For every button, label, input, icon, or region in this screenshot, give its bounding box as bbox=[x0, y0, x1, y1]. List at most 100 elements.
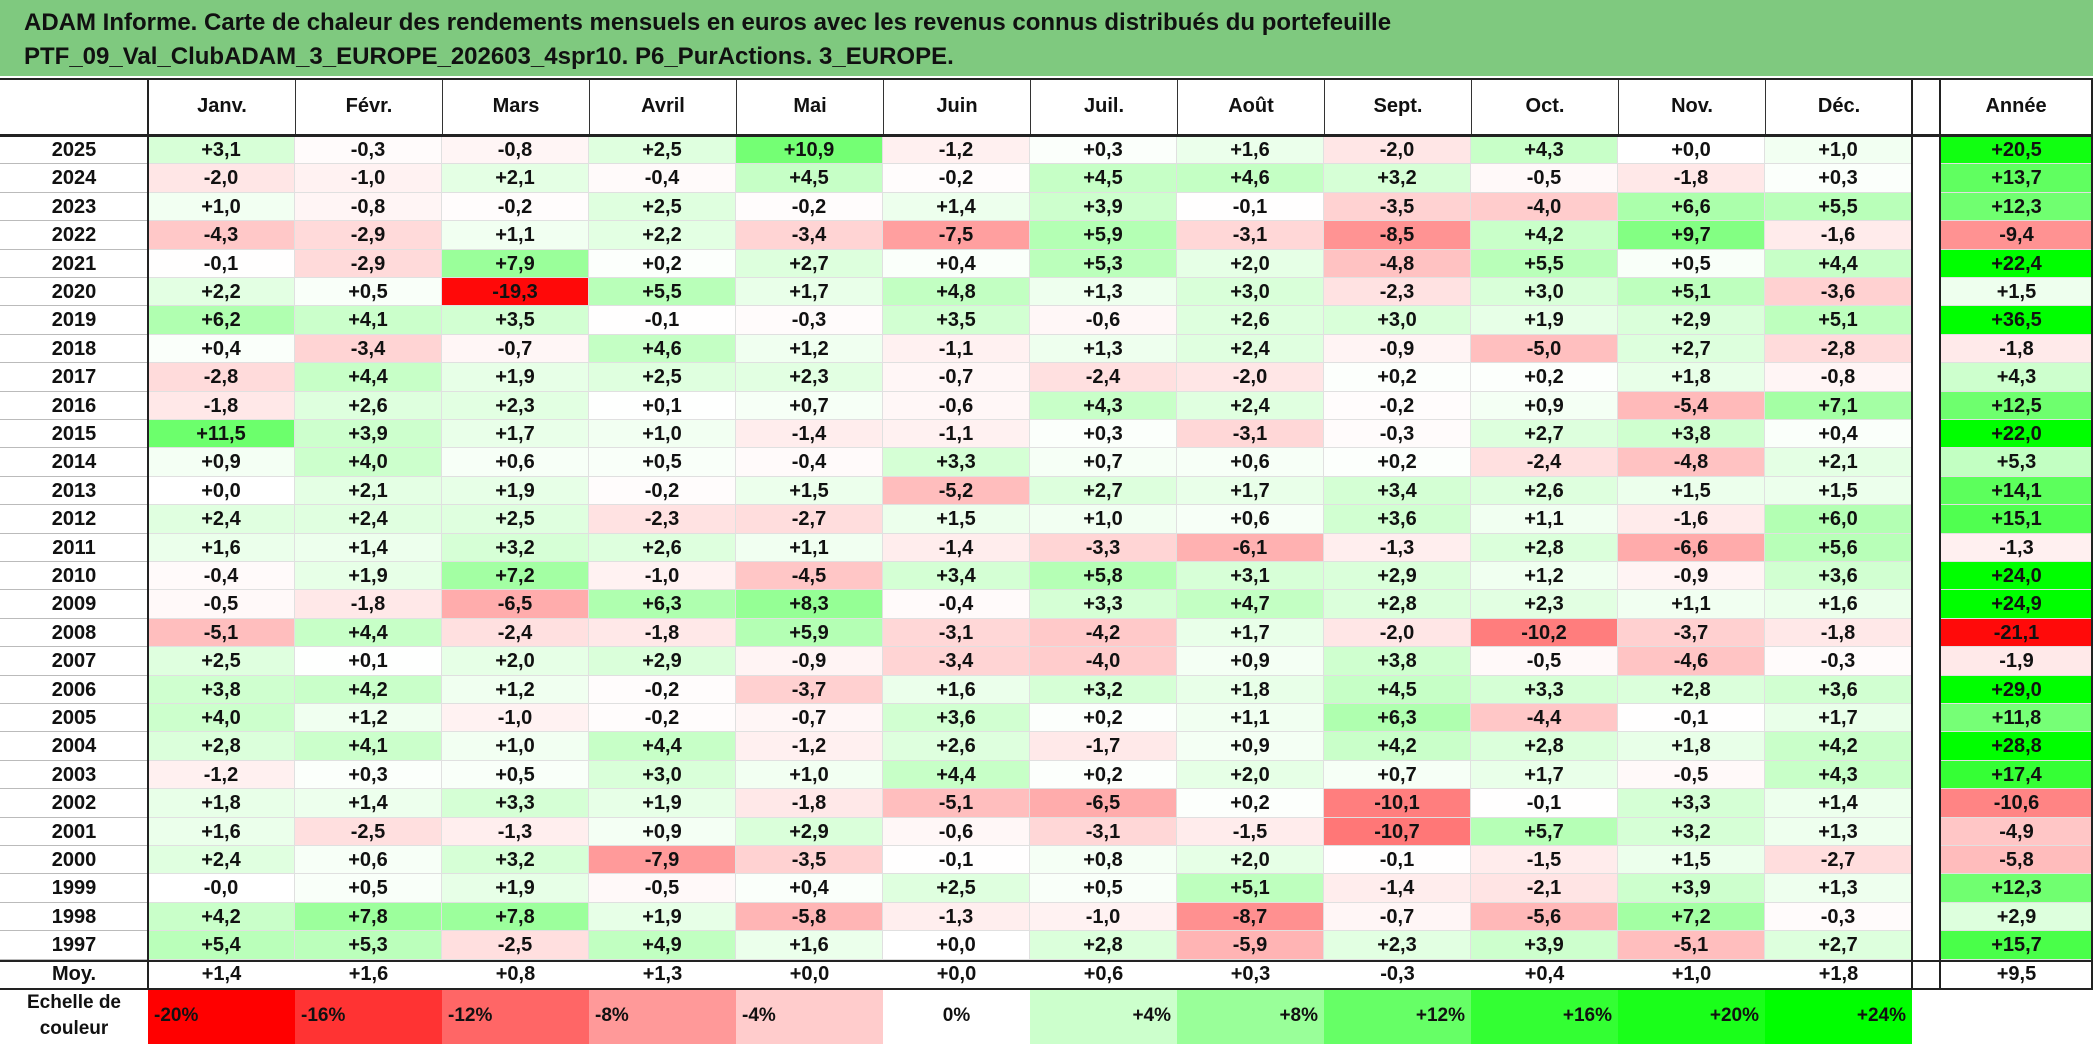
heat-cell-2015-3: +1,0 bbox=[589, 420, 736, 449]
heat-cell-2019-9: +1,9 bbox=[1471, 306, 1618, 335]
average-cell-11: +1,8 bbox=[1765, 959, 1912, 988]
heat-cell-2010-1: +1,9 bbox=[295, 562, 442, 591]
annual-cell-2021: +22,4 bbox=[1940, 249, 2093, 278]
color-scale-swatch-2: -12% bbox=[442, 987, 589, 1044]
annual-cell-2003: +17,4 bbox=[1940, 760, 2093, 790]
heat-cell-2005-7: +1,1 bbox=[1177, 704, 1324, 733]
heat-cell-2006-8: +4,5 bbox=[1324, 675, 1471, 704]
heat-cell-2009-0: -0,5 bbox=[148, 590, 295, 619]
heat-cell-2013-11: +1,5 bbox=[1765, 476, 1912, 506]
annual-cell-2004: +28,8 bbox=[1940, 732, 2093, 761]
heat-cell-2011-0: +1,6 bbox=[148, 533, 295, 562]
annual-cell-2005: +11,8 bbox=[1940, 704, 2093, 733]
annual-cell-2008: -21,1 bbox=[1940, 618, 2093, 648]
heat-cell-2017-8: +0,2 bbox=[1324, 363, 1471, 392]
heat-cell-2017-10: +1,8 bbox=[1618, 363, 1765, 392]
column-header-7: Août bbox=[1177, 78, 1324, 134]
heat-cell-2006-5: +1,6 bbox=[883, 675, 1030, 704]
heat-cell-1998-4: -5,8 bbox=[736, 902, 883, 932]
heat-cell-1997-11: +2,7 bbox=[1765, 931, 1912, 960]
color-scale-swatch-3: -8% bbox=[589, 987, 736, 1044]
column-header-11: Déc. bbox=[1765, 78, 1912, 134]
heat-cell-2025-3: +2,5 bbox=[589, 136, 736, 165]
heat-cell-2001-0: +1,6 bbox=[148, 817, 295, 846]
year-label-2012: 2012 bbox=[0, 505, 148, 534]
column-header-9: Oct. bbox=[1471, 78, 1618, 134]
heat-cell-2007-1: +0,1 bbox=[295, 647, 442, 676]
year-label-1999: 1999 bbox=[0, 874, 148, 903]
heat-cell-2001-5: -0,6 bbox=[883, 817, 1030, 846]
heat-cell-1999-6: +0,5 bbox=[1030, 874, 1177, 903]
heat-cell-2016-11: +7,1 bbox=[1765, 391, 1912, 420]
heat-cell-2014-11: +2,1 bbox=[1765, 448, 1912, 477]
heat-cell-2017-9: +0,2 bbox=[1471, 363, 1618, 392]
heat-cell-2020-3: +5,5 bbox=[589, 278, 736, 307]
heat-cell-2019-4: -0,3 bbox=[736, 306, 883, 335]
average-cell-1: +1,6 bbox=[295, 959, 442, 988]
color-scale-label-line-2: couleur bbox=[39, 1017, 109, 1039]
heat-cell-2012-10: -1,6 bbox=[1618, 505, 1765, 534]
color-scale-swatch-10: +20% bbox=[1618, 987, 1765, 1044]
heat-cell-1997-3: +4,9 bbox=[589, 931, 736, 960]
grid-header-divider bbox=[0, 134, 2093, 137]
heat-cell-2000-3: -7,9 bbox=[589, 846, 736, 875]
heat-cell-2000-8: -0,1 bbox=[1324, 846, 1471, 875]
heat-cell-2003-4: +1,0 bbox=[736, 760, 883, 790]
heat-cell-2022-5: -7,5 bbox=[883, 221, 1030, 250]
heat-cell-1998-3: +1,9 bbox=[589, 902, 736, 932]
annual-cell-1997: +15,7 bbox=[1940, 931, 2093, 960]
heat-cell-2006-11: +3,6 bbox=[1765, 675, 1912, 704]
heat-cell-2012-6: +1,0 bbox=[1030, 505, 1177, 534]
heat-cell-2007-8: +3,8 bbox=[1324, 647, 1471, 676]
average-cell-7: +0,3 bbox=[1177, 959, 1324, 988]
heat-cell-2022-11: -1,6 bbox=[1765, 221, 1912, 250]
heat-cell-2012-0: +2,4 bbox=[148, 505, 295, 534]
heat-cell-1998-5: -1,3 bbox=[883, 902, 1030, 932]
heat-cell-2015-2: +1,7 bbox=[442, 420, 589, 449]
heat-cell-2015-1: +3,9 bbox=[295, 420, 442, 449]
year-label-2019: 2019 bbox=[0, 306, 148, 335]
heat-cell-2021-3: +0,2 bbox=[589, 249, 736, 278]
heat-cell-2019-3: -0,1 bbox=[589, 306, 736, 335]
heat-cell-2001-11: +1,3 bbox=[1765, 817, 1912, 846]
color-scale-swatch-7: +8% bbox=[1177, 987, 1324, 1044]
heat-cell-2001-9: +5,7 bbox=[1471, 817, 1618, 846]
heat-cell-1998-8: -0,7 bbox=[1324, 902, 1471, 932]
column-header-3: Avril bbox=[589, 78, 736, 134]
heat-cell-2017-2: +1,9 bbox=[442, 363, 589, 392]
heat-cell-2000-5: -0,1 bbox=[883, 846, 1030, 875]
heat-cell-2003-2: +0,5 bbox=[442, 760, 589, 790]
heat-cell-2021-0: -0,1 bbox=[148, 249, 295, 278]
heat-cell-2016-2: +2,3 bbox=[442, 391, 589, 420]
heat-cell-2011-4: +1,1 bbox=[736, 533, 883, 562]
heat-cell-2008-6: -4,2 bbox=[1030, 618, 1177, 648]
heat-cell-2009-5: -0,4 bbox=[883, 590, 1030, 619]
heat-cell-2016-6: +4,3 bbox=[1030, 391, 1177, 420]
color-scale-swatch-4: -4% bbox=[736, 987, 883, 1044]
heat-cell-2001-8: -10,7 bbox=[1324, 817, 1471, 846]
heat-cell-2021-8: -4,8 bbox=[1324, 249, 1471, 278]
heat-cell-2004-7: +0,9 bbox=[1177, 732, 1324, 761]
annual-cell-1999: +12,3 bbox=[1940, 874, 2093, 903]
heat-cell-2011-10: -6,6 bbox=[1618, 533, 1765, 562]
heat-cell-2017-11: -0,8 bbox=[1765, 363, 1912, 392]
heat-cell-2017-6: -2,4 bbox=[1030, 363, 1177, 392]
heat-cell-2012-2: +2,5 bbox=[442, 505, 589, 534]
heat-cell-2010-5: +3,4 bbox=[883, 562, 1030, 591]
heat-cell-2024-4: +4,5 bbox=[736, 164, 883, 193]
average-cell-6: +0,6 bbox=[1030, 959, 1177, 988]
heat-cell-2021-6: +5,3 bbox=[1030, 249, 1177, 278]
heat-cell-2020-1: +0,5 bbox=[295, 278, 442, 307]
heat-cell-2009-10: +1,1 bbox=[1618, 590, 1765, 619]
average-cell-3: +1,3 bbox=[589, 959, 736, 988]
heat-cell-2008-10: -3,7 bbox=[1618, 618, 1765, 648]
heat-cell-2024-3: -0,4 bbox=[589, 164, 736, 193]
heat-cell-1997-9: +3,9 bbox=[1471, 931, 1618, 960]
heat-cell-2018-4: +1,2 bbox=[736, 334, 883, 364]
heat-cell-2023-3: +2,5 bbox=[589, 192, 736, 222]
annual-cell-2016: +12,5 bbox=[1940, 391, 2093, 420]
heat-cell-2014-9: -2,4 bbox=[1471, 448, 1618, 477]
report-title: ADAM Informe. Carte de chaleur des rende… bbox=[0, 0, 2093, 76]
heat-cell-2014-2: +0,6 bbox=[442, 448, 589, 477]
heat-cell-2013-7: +1,7 bbox=[1177, 476, 1324, 506]
